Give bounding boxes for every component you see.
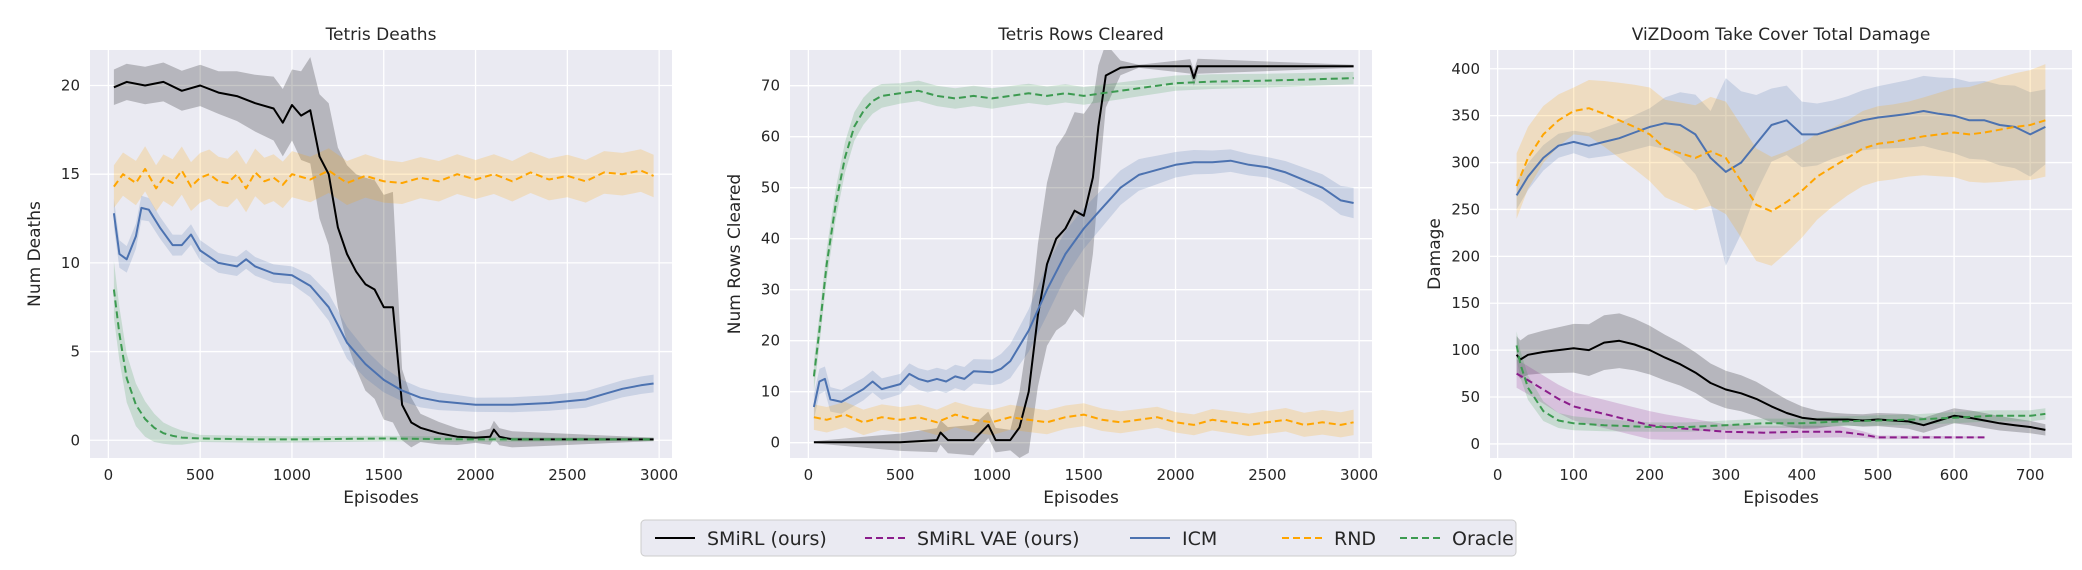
x-tick-label: 2000 (456, 466, 494, 484)
legend-label-icm: ICM (1182, 528, 1217, 550)
x-tick-label: 3000 (1340, 466, 1378, 484)
series-line-icm (1515, 110, 2046, 196)
x-tick-label: 200 (1635, 466, 1664, 484)
plot-area (1490, 50, 2072, 458)
series-line-rnd (113, 167, 654, 190)
x-tick-label: 0 (804, 466, 814, 484)
band-rnd (113, 146, 654, 213)
y-tick-label: 10 (761, 383, 780, 401)
y-tick-label: 300 (1451, 154, 1480, 172)
series-line-oracle (1515, 345, 2046, 428)
legend-label-rnd: RND (1334, 528, 1376, 550)
series-line-rnd (1515, 107, 2046, 213)
chart-title: Tetris Deaths (325, 25, 437, 45)
band-oracle (813, 71, 1354, 392)
band-icm (113, 195, 654, 413)
series-line-oracle (112, 289, 654, 441)
chart-title: ViZDoom Take Cover Total Damage (1632, 25, 1931, 45)
x-tick-label: 3000 (640, 466, 678, 484)
x-tick-label: 2000 (1156, 466, 1194, 484)
x-tick-label: 500 (186, 466, 215, 484)
legend: SMiRL (ours) SMiRL VAE (ours) ICM RND Oracle (640, 519, 1517, 557)
series-line-smirl (1515, 339, 2046, 431)
y-tick-label: 60 (761, 128, 780, 146)
y-tick-label: 400 (1451, 60, 1480, 78)
y-axis-label: Num Deaths (25, 201, 45, 307)
subplot-3: 0 100 200 300 400 500 600 700 0 50 100 150 200 250 300… (1425, 25, 2072, 508)
subplot-2: 0 500 1000 1500 2000 2500 3000 0 10 20 30 40 50 60 70 T… (725, 25, 1378, 508)
x-tick-label: 0 (104, 466, 114, 484)
chart-title: Tetris Rows Cleared (997, 25, 1164, 45)
x-tick-label: 1000 (973, 466, 1011, 484)
series-line-smirl_vae (1516, 372, 1985, 439)
band-rnd (1516, 64, 2046, 266)
band-smirl (1516, 313, 2046, 436)
x-tick-label: 700 (2016, 466, 2045, 484)
x-tick-label: 2500 (548, 466, 586, 484)
y-tick-label: 250 (1451, 200, 1480, 218)
band-oracle (113, 261, 654, 445)
band-rnd (813, 401, 1354, 438)
y-tick-label: 20 (761, 332, 780, 350)
legend-box (640, 519, 1517, 557)
legend-label-smirl: SMiRL (ours) (707, 528, 827, 550)
y-tick-label: 20 (61, 76, 80, 94)
y-tick-label: 15 (61, 165, 80, 183)
subplot-1: 0 500 1000 1500 2000 2500 3000 0 5 10 15 20 Tetris D… (25, 25, 678, 508)
x-tick-label: 400 (1788, 466, 1817, 484)
band-smirl (113, 57, 654, 448)
y-axis-label: Num Rows Cleared (725, 174, 745, 334)
band-smirl_vae (1516, 359, 1985, 440)
y-tick-label: 0 (1470, 435, 1480, 453)
y-tick-label: 0 (70, 431, 80, 449)
series-line-icm (112, 206, 654, 406)
y-tick-label: 5 (70, 343, 80, 361)
x-tick-label: 300 (1712, 466, 1741, 484)
x-tick-label: 500 (1864, 466, 1893, 484)
y-axis-label: Damage (1425, 218, 1445, 290)
x-axis-label: Episodes (1743, 488, 1819, 508)
y-tick-label: 0 (770, 434, 780, 452)
legend-label-smirl_vae: SMiRL VAE (ours) (917, 528, 1080, 550)
series-line-smirl (813, 65, 1354, 444)
x-tick-label: 1000 (273, 466, 311, 484)
x-tick-label: 500 (886, 466, 915, 484)
plot-area (90, 50, 672, 458)
y-tick-label: 150 (1451, 294, 1480, 312)
y-tick-label: 40 (761, 230, 780, 248)
series-line-rnd (813, 413, 1354, 426)
y-tick-label: 350 (1451, 107, 1480, 125)
series-line-oracle (812, 77, 1354, 377)
y-tick-label: 100 (1451, 341, 1480, 359)
y-tick-label: 50 (1461, 388, 1480, 406)
y-tick-label: 70 (761, 77, 780, 95)
y-tick-label: 200 (1451, 247, 1480, 265)
plot-area (790, 50, 1372, 458)
y-tick-label: 50 (761, 179, 780, 197)
band-icm (1516, 75, 2046, 266)
x-tick-label: 0 (1493, 466, 1503, 484)
series-line-icm (812, 159, 1354, 408)
x-axis-label: Episodes (1043, 488, 1119, 508)
band-icm (813, 149, 1354, 420)
x-axis-label: Episodes (343, 488, 419, 508)
x-tick-label: 600 (1940, 466, 1969, 484)
x-tick-label: 1500 (1065, 466, 1103, 484)
x-tick-label: 2500 (1248, 466, 1286, 484)
band-smirl (813, 50, 1354, 458)
series-line-smirl (113, 80, 654, 441)
legend-label-oracle: Oracle (1452, 528, 1514, 550)
x-tick-label: 100 (1559, 466, 1588, 484)
y-tick-label: 30 (761, 281, 780, 299)
y-tick-label: 10 (61, 254, 80, 272)
x-tick-label: 1500 (365, 466, 403, 484)
